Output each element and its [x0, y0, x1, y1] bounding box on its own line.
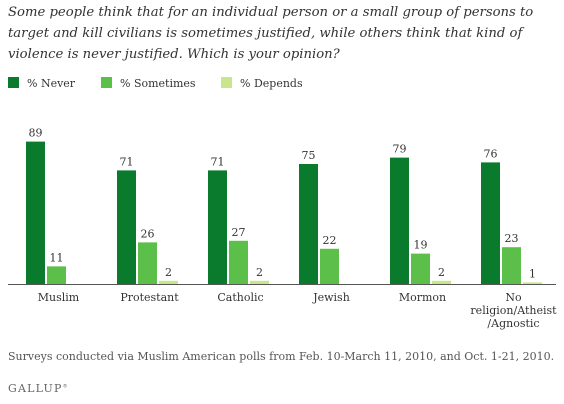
- chart-question: Some people think that for an individual…: [8, 5, 534, 62]
- data-label-depends-protestant: 2: [165, 266, 172, 279]
- data-label-depends-mormon: 2: [438, 266, 445, 279]
- bar-never-protestant: [117, 170, 136, 284]
- data-label-sometimes-muslim: 11: [50, 251, 64, 264]
- category-label-protestant: Protestant: [120, 291, 179, 304]
- legend-item-sometimes: % Sometimes: [101, 76, 196, 92]
- legend-item-never: % Never: [8, 76, 75, 92]
- bar-depends-mormon: [432, 280, 451, 284]
- bar-depends-protestant: [159, 280, 178, 284]
- data-label-never-protestant: 71: [120, 155, 134, 168]
- category-label-muslim: Muslim: [38, 291, 80, 304]
- legend-swatch-sometimes: [101, 77, 112, 88]
- data-label-depends-catholic: 2: [256, 266, 263, 279]
- bar-never-no-religion-atheist-agnostic: [481, 162, 500, 284]
- data-label-never-jewish: 75: [302, 149, 316, 162]
- legend-item-depends: % Depends: [221, 76, 303, 92]
- bar-depends-catholic: [250, 280, 269, 284]
- bar-never-muslim: [26, 141, 45, 284]
- data-label-sometimes-catholic: 27: [232, 226, 246, 239]
- bar-sometimes-protestant: [138, 242, 157, 284]
- bar-sometimes-jewish: [320, 248, 339, 284]
- legend-label-depends: % Depends: [240, 77, 303, 90]
- data-label-never-mormon: 79: [393, 143, 407, 156]
- footnote: Surveys conducted via Muslim American po…: [8, 350, 555, 363]
- bar-chart: 89 11 Muslim 71 26 2 Protestant 71 27 2 Catholic 75…: [8, 127, 557, 330]
- data-label-never-catholic: 71: [211, 155, 225, 168]
- data-label-sometimes-protestant: 26: [141, 227, 155, 240]
- legend: % Never % Sometimes % Depends: [8, 76, 556, 92]
- bar-depends-no-religion-atheist-agnostic: [523, 282, 542, 284]
- data-label-sometimes-jewish: 22: [323, 234, 337, 247]
- legend-swatch-never: [8, 77, 19, 88]
- category-label-no-religion-atheist-agnostic: religion/Atheist: [470, 304, 557, 317]
- category-label-catholic: Catholic: [217, 291, 263, 304]
- legend-label-sometimes: % Sometimes: [120, 77, 196, 90]
- bar-never-catholic: [208, 170, 227, 284]
- category-label-no-religion-atheist-agnostic: No: [505, 291, 522, 304]
- gallup-logo: GALLUP®: [8, 382, 69, 395]
- data-label-depends-no-religion-atheist-agnostic: 1: [529, 267, 536, 280]
- legend-swatch-depends: [221, 77, 232, 88]
- bar-sometimes-mormon: [411, 253, 430, 284]
- bar-sometimes-no-religion-atheist-agnostic: [502, 247, 521, 284]
- data-label-sometimes-no-religion-atheist-agnostic: 23: [505, 232, 519, 245]
- category-label-jewish: Jewish: [312, 291, 350, 304]
- data-label-sometimes-mormon: 19: [414, 239, 428, 252]
- bar-never-jewish: [299, 164, 318, 284]
- bar-sometimes-muslim: [47, 266, 66, 284]
- bar-never-mormon: [390, 157, 409, 284]
- data-label-never-no-religion-atheist-agnostic: 76: [484, 147, 498, 160]
- data-label-never-muslim: 89: [29, 127, 43, 140]
- category-label-mormon: Mormon: [399, 291, 446, 304]
- legend-label-never: % Never: [27, 77, 76, 90]
- category-label-no-religion-atheist-agnostic: /Agnostic: [487, 317, 539, 330]
- bar-sometimes-catholic: [229, 240, 248, 284]
